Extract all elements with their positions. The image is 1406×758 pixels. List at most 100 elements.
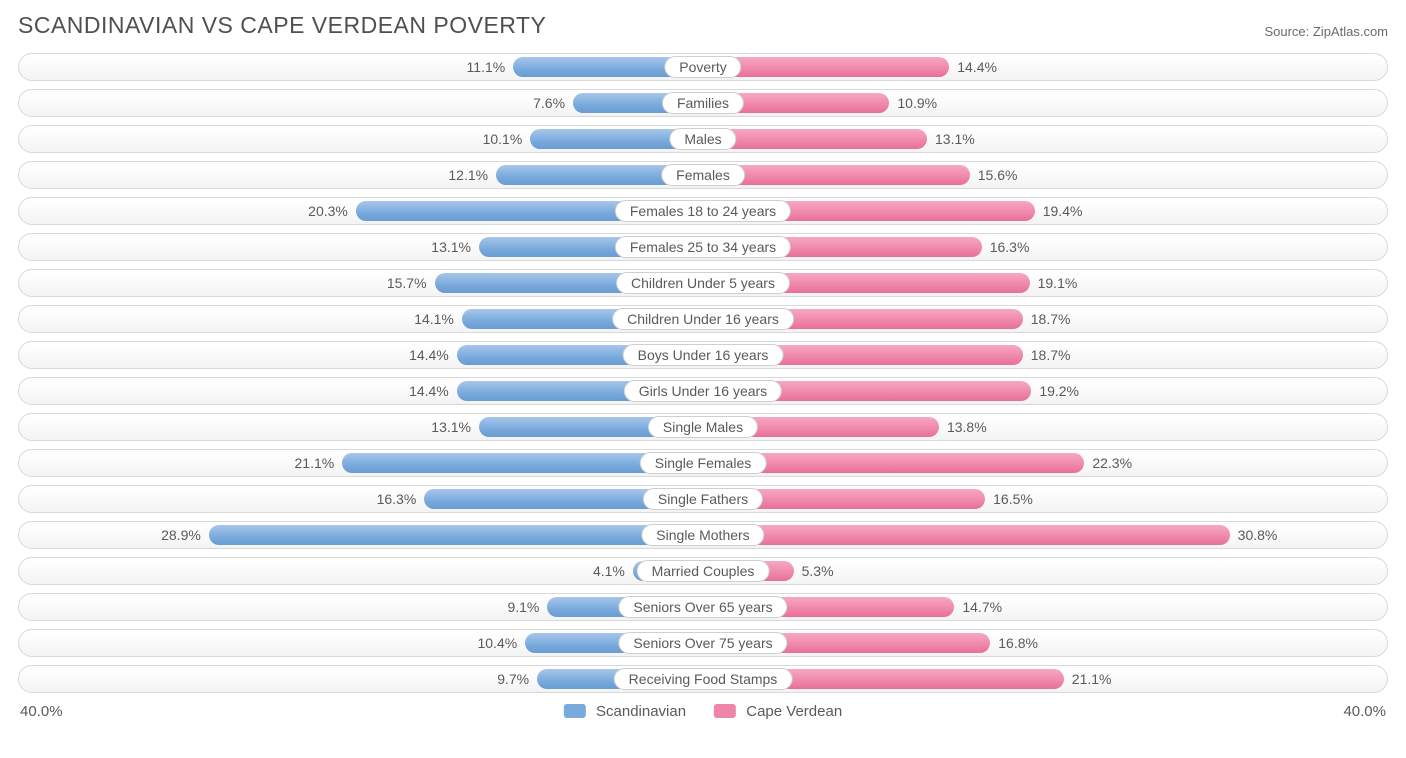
right-half: 16.8%	[703, 630, 1387, 656]
category-label: Families	[662, 92, 744, 114]
legend-swatch-icon	[714, 704, 736, 718]
right-half: 18.7%	[703, 306, 1387, 332]
left-half: 9.7%	[19, 666, 703, 692]
value-label-left: 28.9%	[161, 522, 209, 548]
left-half: 14.4%	[19, 378, 703, 404]
right-half: 19.1%	[703, 270, 1387, 296]
category-label: Boys Under 16 years	[623, 344, 784, 366]
value-label-left: 11.1%	[467, 54, 514, 80]
category-label: Married Couples	[637, 560, 770, 582]
category-label: Poverty	[664, 56, 741, 78]
legend-swatch-icon	[564, 704, 586, 718]
chart-row: 10.1% 13.1% Males	[18, 125, 1388, 153]
right-half: 14.7%	[703, 594, 1387, 620]
value-label-left: 4.1%	[593, 558, 633, 584]
category-label: Children Under 16 years	[612, 308, 794, 330]
legend-label: Scandinavian	[596, 703, 686, 720]
left-half: 7.6%	[19, 90, 703, 116]
chart-row: 14.4% 19.2% Girls Under 16 years	[18, 377, 1388, 405]
chart-row: 12.1%15.6%Females	[18, 161, 1388, 189]
left-half: 16.3%	[19, 486, 703, 512]
chart-row: 14.4% 18.7% Boys Under 16 years	[18, 341, 1388, 369]
value-label-right: 19.2%	[1031, 378, 1079, 404]
right-half: 19.4%	[703, 198, 1387, 224]
left-half: 14.1%	[19, 306, 703, 332]
left-half: 9.1%	[19, 594, 703, 620]
value-label-left: 14.1%	[414, 306, 462, 332]
value-label-left: 21.1%	[295, 450, 343, 476]
category-label: Females 25 to 34 years	[615, 236, 791, 258]
category-label: Single Mothers	[641, 524, 764, 546]
category-label: Seniors Over 65 years	[618, 596, 787, 618]
left-half: 10.1%	[19, 126, 703, 152]
value-label-right: 5.3%	[794, 558, 834, 584]
value-label-right: 16.8%	[990, 630, 1038, 656]
value-label-right: 16.5%	[985, 486, 1033, 512]
right-half: 16.5%	[703, 486, 1387, 512]
chart-row: 15.7%19.1%Children Under 5 years	[18, 269, 1388, 297]
value-label-right: 18.7%	[1023, 306, 1071, 332]
chart-row: 14.1% 18.7% Children Under 16 years	[18, 305, 1388, 333]
chart-row: 20.3% 19.4% Females 18 to 24 years	[18, 197, 1388, 225]
left-half: 21.1%	[19, 450, 703, 476]
value-label-left: 16.3%	[377, 486, 425, 512]
value-label-right: 22.3%	[1084, 450, 1132, 476]
left-half: 15.7%	[19, 270, 703, 296]
category-label: Males	[669, 128, 736, 150]
value-label-right: 18.7%	[1023, 342, 1071, 368]
right-half: 10.9%	[703, 90, 1387, 116]
value-label-left: 20.3%	[308, 198, 356, 224]
category-label: Single Females	[640, 452, 767, 474]
chart-row: 11.1% 14.4% Poverty	[18, 53, 1388, 81]
right-half: 13.8%	[703, 414, 1387, 440]
value-label-left: 13.1%	[431, 234, 479, 260]
left-half: 14.4%	[19, 342, 703, 368]
left-half: 13.1%	[19, 414, 703, 440]
left-half: 4.1%	[19, 558, 703, 584]
legend-label: Cape Verdean	[746, 703, 842, 720]
chart-row: 21.1% 22.3% Single Females	[18, 449, 1388, 477]
category-label: Single Males	[648, 416, 758, 438]
bar-scandinavian	[209, 525, 703, 545]
category-label: Females	[661, 164, 745, 186]
right-half: 14.4%	[703, 54, 1387, 80]
chart-row: 10.4%16.8%Seniors Over 75 years	[18, 629, 1388, 657]
chart-row: 13.1% 16.3%Females 25 to 34 years	[18, 233, 1388, 261]
left-half: 12.1%	[19, 162, 703, 188]
legend-item-cape-verdean: Cape Verdean	[714, 703, 842, 720]
value-label-left: 7.6%	[533, 90, 573, 116]
left-half: 20.3%	[19, 198, 703, 224]
value-label-right: 21.1%	[1064, 666, 1112, 692]
value-label-left: 14.4%	[409, 378, 457, 404]
legend-item-scandinavian: Scandinavian	[564, 703, 686, 720]
right-half: 19.2%	[703, 378, 1387, 404]
chart-title: SCANDINAVIAN VS CAPE VERDEAN POVERTY	[18, 12, 546, 39]
value-label-right: 19.1%	[1030, 270, 1078, 296]
value-label-right: 14.7%	[954, 594, 1002, 620]
category-label: Single Fathers	[643, 488, 763, 510]
category-label: Females 18 to 24 years	[615, 200, 791, 222]
value-label-left: 13.1%	[431, 414, 479, 440]
chart-row: 7.6% 10.9% Families	[18, 89, 1388, 117]
category-label: Girls Under 16 years	[624, 380, 782, 402]
category-label: Receiving Food Stamps	[614, 668, 793, 690]
value-label-left: 12.1%	[448, 162, 496, 188]
right-half: 21.1%	[703, 666, 1387, 692]
value-label-right: 13.1%	[927, 126, 975, 152]
value-label-right: 19.4%	[1035, 198, 1083, 224]
value-label-right: 10.9%	[889, 90, 937, 116]
left-half: 13.1%	[19, 234, 703, 260]
right-half: 16.3%	[703, 234, 1387, 260]
chart-row: 16.3% 16.5% Single Fathers	[18, 485, 1388, 513]
right-half: 13.1%	[703, 126, 1387, 152]
chart-footer: 40.0% Scandinavian Cape Verdean 40.0%	[18, 701, 1388, 725]
value-label-left: 10.4%	[477, 630, 525, 656]
value-label-left: 15.7%	[387, 270, 435, 296]
value-label-right: 13.8%	[939, 414, 987, 440]
value-label-right: 14.4%	[949, 54, 997, 80]
right-half: 5.3%	[703, 558, 1387, 584]
value-label-right: 30.8%	[1230, 522, 1278, 548]
value-label-left: 14.4%	[409, 342, 457, 368]
value-label-left: 9.1%	[507, 594, 547, 620]
value-label-left: 10.1%	[483, 126, 531, 152]
